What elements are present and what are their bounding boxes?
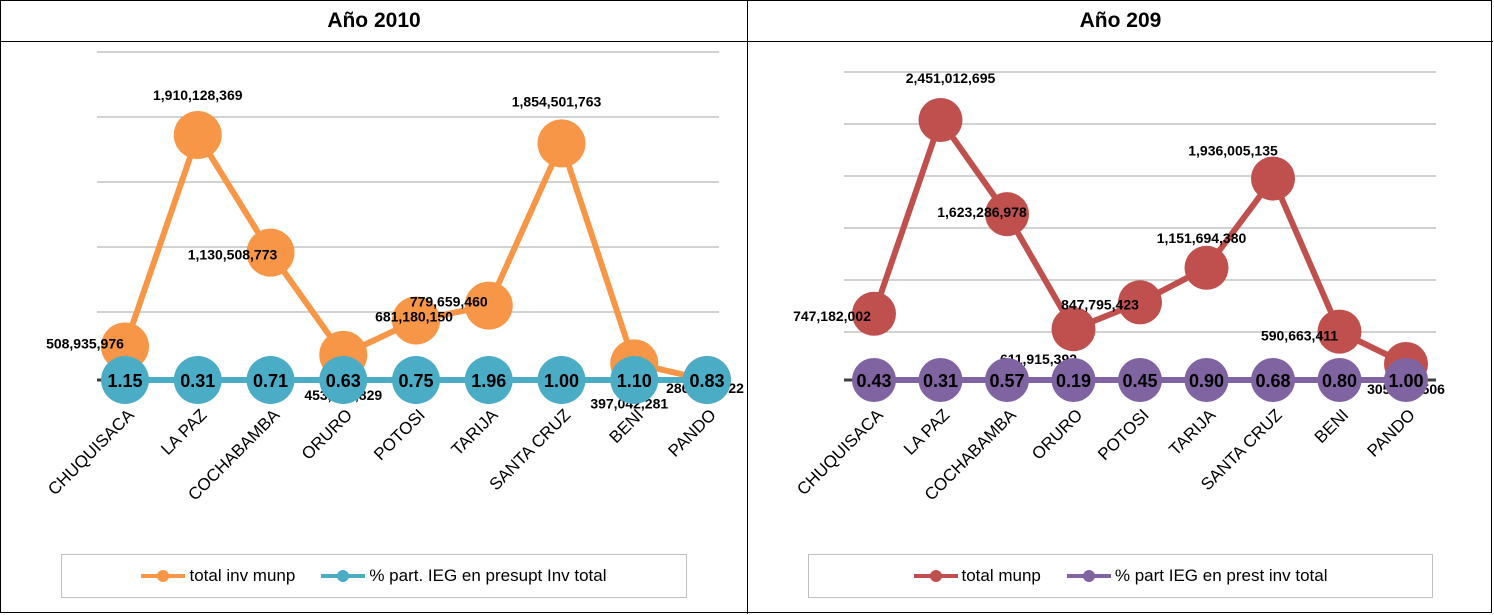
data-point-percent <box>1251 358 1295 402</box>
data-label-percent: 0.57 <box>989 371 1024 391</box>
data-point-total <box>101 322 149 371</box>
data-point-percent <box>537 356 586 404</box>
category-label: CHUQUISACA <box>793 405 887 499</box>
legend-line-icon <box>141 570 186 582</box>
category-label: LA PAZ <box>157 405 210 458</box>
data-point-total <box>1051 307 1096 352</box>
data-point-percent <box>319 356 368 404</box>
category-label: CHUQUISACA <box>44 405 138 499</box>
data-label-total: 590,663,411 <box>1261 328 1338 344</box>
data-label-percent: 0.19 <box>1056 371 1091 391</box>
legend-label: total munp <box>961 566 1041 585</box>
data-point-total <box>1317 309 1362 354</box>
panel-title: Año 2010 <box>1 1 747 42</box>
data-label-percent: 1.00 <box>1388 371 1423 391</box>
data-label-percent: 1.96 <box>471 371 506 391</box>
data-label-total: 681,180,150 <box>375 308 453 324</box>
data-label-percent: 0.45 <box>1122 371 1157 391</box>
legend-item-total-munp: total munp <box>913 566 1041 586</box>
data-point-total <box>1184 245 1229 290</box>
legend-label: total inv munp <box>189 566 296 585</box>
data-label-total: 847,795,423 <box>1061 296 1139 312</box>
data-point-percent <box>246 356 295 404</box>
data-point-percent <box>985 358 1029 402</box>
data-point-percent <box>852 358 896 402</box>
data-label-percent: 1.10 <box>617 371 652 391</box>
data-label-total: 779,659,460 <box>410 294 488 310</box>
category-label: PANDO <box>1364 405 1419 460</box>
chart-209: 747,182,0022,451,012,6951,623,286,978611… <box>793 70 1445 504</box>
data-label-total: 2,451,012,695 <box>906 70 996 86</box>
data-point-percent <box>1384 358 1428 402</box>
data-point-percent <box>173 356 222 404</box>
data-label-percent: 0.90 <box>1189 371 1224 391</box>
data-point-percent <box>101 356 149 404</box>
data-label-total: 1,151,694,380 <box>1157 230 1247 246</box>
data-label-percent: 0.63 <box>326 371 361 391</box>
data-point-total <box>1251 156 1295 201</box>
legend-label: % part. IEG en presupt Inv total <box>369 566 607 585</box>
legend: total munp % part IEG en prest inv total <box>808 554 1433 598</box>
data-point-percent <box>918 358 963 402</box>
data-point-total <box>246 228 295 277</box>
legend-item-total-inv: total inv munp <box>141 566 295 586</box>
category-label: TARIJA <box>1165 405 1219 459</box>
data-point-percent <box>1317 358 1362 402</box>
data-label-percent: 0.75 <box>398 371 433 391</box>
legend-label: % part IEG en prest inv total <box>1114 566 1328 585</box>
data-label-total: 508,935,976 <box>46 335 124 351</box>
data-label-total: 1,623,286,978 <box>937 204 1027 220</box>
data-label-percent: 0.31 <box>923 371 958 391</box>
data-label-percent: 0.68 <box>1255 371 1290 391</box>
data-point-total <box>173 111 222 159</box>
legend: total inv munp % part. IEG en presupt In… <box>61 554 687 598</box>
data-point-percent <box>464 356 513 404</box>
category-label: PANDO <box>665 405 720 460</box>
data-label-total: 1,910,128,369 <box>153 87 243 103</box>
data-point-total <box>537 119 586 168</box>
data-label-percent: 0.31 <box>180 371 215 391</box>
data-label-total: 747,182,002 <box>793 308 871 324</box>
data-point-percent <box>610 356 659 404</box>
category-label: BENI <box>606 405 647 446</box>
data-label-percent: 0.43 <box>856 371 891 391</box>
legend-item-percent: % part IEG en prest inv total <box>1066 566 1328 586</box>
data-point-percent <box>683 356 731 404</box>
category-label: POTOSI <box>370 405 429 464</box>
legend-line-icon <box>913 570 958 582</box>
data-label-percent: 0.83 <box>689 371 724 391</box>
panel-2010: Año 2010 508,935,976 1,910,128,369 1,130,5… <box>1 1 748 614</box>
legend-line-icon <box>321 570 366 582</box>
legend-line-icon <box>1066 570 1111 582</box>
data-label-percent: 0.80 <box>1322 371 1357 391</box>
category-label: POTOSI <box>1094 405 1153 464</box>
data-point-total <box>392 296 440 345</box>
data-label-total: 1,936,005,135 <box>1188 143 1278 159</box>
category-label: BENI <box>1311 405 1352 446</box>
category-label: ORURO <box>298 405 356 463</box>
data-point-percent <box>1051 358 1096 402</box>
data-point-total <box>918 98 963 142</box>
data-label-percent: 1.15 <box>107 371 142 391</box>
data-label-total: 1,854,501,763 <box>512 93 602 109</box>
panel-title: Año 209 <box>748 1 1493 42</box>
data-point-total <box>1118 280 1162 325</box>
data-label-percent: 0.71 <box>253 371 288 391</box>
data-point-total <box>852 291 896 336</box>
data-point-percent <box>1184 358 1229 402</box>
legend-item-percent: % part. IEG en presupt Inv total <box>321 566 607 586</box>
category-label: ORURO <box>1028 405 1086 463</box>
data-label-total: 1,130,508,773 <box>188 247 278 263</box>
data-point-total <box>464 281 513 330</box>
data-point-total <box>985 192 1029 237</box>
data-point-percent <box>1118 358 1162 402</box>
category-label: LA PAZ <box>900 405 953 458</box>
panel-209: Año 209 747,182,002 2,451,012,695 1,623,28… <box>748 1 1493 614</box>
chart-2010: 508,935,9761,910,128,3691,130,508,773453… <box>44 51 744 504</box>
data-point-percent <box>392 356 440 404</box>
category-label: TARIJA <box>448 405 502 459</box>
data-label-percent: 1.00 <box>544 371 579 391</box>
